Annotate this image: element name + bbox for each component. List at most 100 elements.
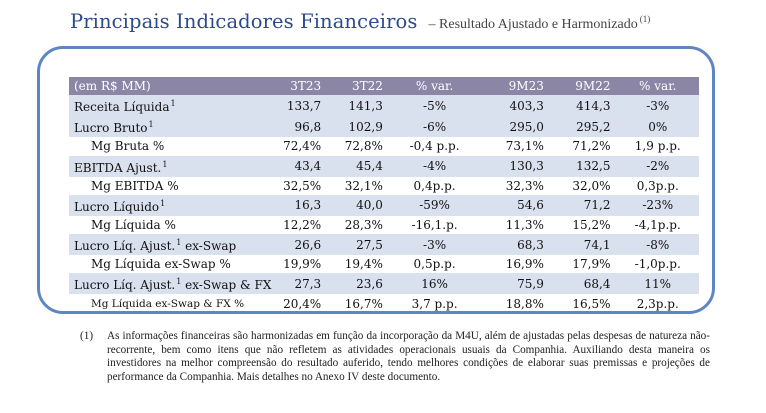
table-cell: 0% (616, 116, 699, 138)
footnote-ref: 1 (176, 277, 182, 287)
row-label: Lucro Líquido1 (69, 194, 272, 216)
table-cell: 45,4 (325, 155, 389, 177)
table-cell: 32,0% (572, 178, 611, 193)
table-cell: 32,1% (344, 178, 383, 193)
column-header: 9M22 (547, 77, 617, 96)
table-cell: 28,3% (344, 218, 383, 233)
column-header: % var. (388, 77, 481, 96)
table-row: Mg Líquida ex-Swap & FX % 20,4% 16,7% 3,7 p… (69, 294, 699, 312)
table-cell: 74,1 (547, 234, 617, 256)
table-cell: -2% (616, 155, 699, 177)
table-cell: 11% (616, 273, 699, 295)
table-cell: -4,1p.p. (634, 218, 681, 233)
table-row: Mg Bruta % 72,4% 72,8% -0,4 p.p. 73,1% 71,2% 1… (69, 137, 699, 155)
table-cell: 0,5p.p. (413, 257, 456, 272)
column-header: 3T22 (325, 77, 389, 96)
table-cell: 72,8% (344, 139, 383, 154)
table-cell: 11,3% (505, 218, 544, 233)
table-cell: 15,2% (572, 218, 611, 233)
table-cell: -5% (388, 95, 481, 117)
column-header: 9M23 (480, 77, 548, 96)
footnote: (1) As informações financeiras são harmo… (80, 330, 710, 384)
table-cell: 71,2% (572, 139, 611, 154)
footnote-ref: 1 (160, 198, 166, 208)
footnote-ref: 1 (170, 99, 176, 109)
table-row: Lucro Bruto1 96,8 102,9 -6% 295,0 295,2 0% (69, 116, 699, 138)
table-cell: 102,9 (325, 116, 389, 138)
table-cell: 32,5% (283, 178, 322, 193)
title-note-ref: (1) (639, 14, 651, 24)
row-label: Mg Líquida % (91, 218, 176, 233)
page-title: Principais Indicadores Financeiros – Res… (70, 10, 650, 33)
column-header: 3T23 (271, 77, 326, 96)
table-frame (37, 46, 715, 314)
table-cell: 17,9% (572, 257, 611, 272)
table-cell: 12,2% (283, 218, 322, 233)
table-cell: 1,9 p.p. (634, 139, 681, 154)
table-cell: 16,3 (271, 194, 326, 216)
table-header-row: (em R$ MM) 3T23 3T22% var. 9M23 9M22% var. (69, 77, 699, 96)
table-row: Lucro Líquido1 16,3 40,0 -59% 54,6 71,2 -23% (69, 194, 699, 216)
table-cell: 19,4% (344, 257, 383, 272)
table-cell: 68,3 (480, 234, 548, 256)
table-cell: 130,3 (480, 155, 548, 177)
row-label: Mg Líquida ex-Swap & FX % (91, 297, 245, 310)
table-cell: 23,6 (325, 273, 389, 295)
row-label: Mg Bruta % (91, 139, 165, 154)
table-cell: 68,4 (547, 273, 617, 295)
table-cell: -59% (388, 194, 481, 216)
table-cell: 75,9 (480, 273, 548, 295)
table-cell: -3% (616, 95, 699, 117)
table-cell: 141,3 (325, 95, 389, 117)
row-label: EBITDA Ajust.1 (69, 155, 272, 177)
footnote-ref: 1 (162, 159, 168, 169)
table-cell: 20,4% (283, 296, 322, 311)
table-cell: 71,2 (547, 194, 617, 216)
footnote-ref: 1 (148, 120, 154, 130)
header-unit-label: (em R$ MM) (69, 77, 272, 96)
row-label: Mg EBITDA % (91, 178, 179, 193)
table-row: Mg Líquida ex-Swap % 19,9% 19,4% 0,5p.p. 16,… (69, 255, 699, 273)
row-label: Lucro Bruto1 (69, 116, 272, 138)
table-cell: 26,6 (271, 234, 326, 256)
table-cell: 27,5 (325, 234, 389, 256)
table-row: Lucro Líq. Ajust.1 ex-Swap 26,6 27,5 -3% 68,… (69, 234, 699, 256)
table-row: EBITDA Ajust.1 43,4 45,4 -4% 130,3 132,5 -2% (69, 155, 699, 177)
table-row: Receita Líquida1 133,7 141,3 -5% 403,3 414,3-… (69, 95, 699, 117)
table-cell: 73,1% (505, 139, 544, 154)
table-cell: 133,7 (271, 95, 326, 117)
footnote-ref: 1 (176, 238, 182, 248)
row-label: Lucro Líq. Ajust.1 ex-Swap & FX (69, 273, 272, 295)
table-cell: 43,4 (271, 155, 326, 177)
table-cell: 132,5 (547, 155, 617, 177)
row-label: Mg Líquida ex-Swap % (91, 257, 231, 272)
table-cell: 18,8% (505, 296, 544, 311)
table-cell: -16,1.p. (411, 218, 458, 233)
row-label: Lucro Líq. Ajust.1 ex-Swap (69, 234, 272, 256)
table-cell: -6% (388, 116, 481, 138)
table-cell: 0,3p.p. (636, 178, 679, 193)
table-row: Lucro Líq. Ajust.1 ex-Swap & FX 27,3 23,6 1… (69, 273, 699, 295)
table-cell: 96,8 (271, 116, 326, 138)
table-cell: 0,4p.p. (413, 178, 456, 193)
table-cell: 72,4% (283, 139, 322, 154)
column-header: % var. (616, 77, 699, 96)
table-cell: -1,0p.p. (634, 257, 681, 272)
table-cell: 414,3 (547, 95, 617, 117)
table-cell: 16,9% (505, 257, 544, 272)
table-cell: -3% (388, 234, 481, 256)
table-row: Mg EBITDA % 32,5% 32,1% 0,4p.p. 32,3% 32,0% 0,… (69, 177, 699, 195)
table-cell: 16,7% (344, 296, 383, 311)
table-row: Mg Líquida % 12,2% 28,3% -16,1.p. 11,3% 15,2%… (69, 216, 699, 234)
table-cell: 3,7 p.p. (411, 296, 458, 311)
title-main: Principais Indicadores Financeiros (70, 10, 418, 33)
table-cell: 16,5% (572, 296, 611, 311)
financial-indicators-table: (em R$ MM) 3T23 3T22% var. 9M23 9M22% var. Re… (69, 77, 699, 313)
table-cell: 40,0 (325, 194, 389, 216)
table-cell: 403,3 (480, 95, 548, 117)
footnote-number: (1) (80, 330, 94, 342)
table-cell: -0,4 p.p. (409, 139, 460, 154)
table-cell: 16% (388, 273, 481, 295)
row-label: Receita Líquida1 (69, 95, 272, 117)
title-subtitle: – Resultado Ajustado e Harmonizado (1) (428, 14, 651, 32)
